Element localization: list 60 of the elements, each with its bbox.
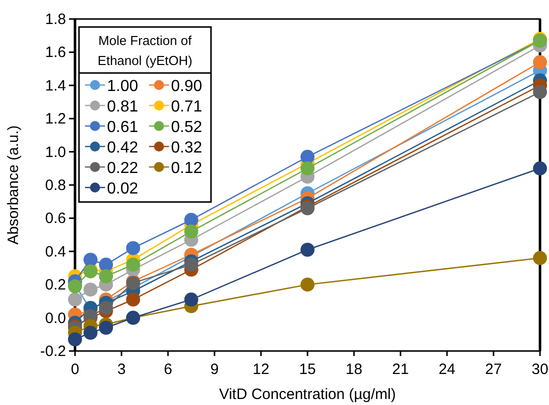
x-tick-label: 27	[485, 361, 502, 378]
legend-label: 0.71	[171, 98, 202, 116]
y-tick-label: 1.4	[45, 77, 66, 94]
point	[84, 326, 98, 340]
x-tick-label: 30	[532, 361, 548, 378]
point	[300, 278, 314, 292]
point	[84, 252, 98, 267]
legend-title: Mole Fraction of Ethanol (yEtOH)	[98, 33, 192, 68]
x-tick-label: 21	[392, 361, 409, 378]
point	[126, 258, 140, 272]
y-tick-label: 0.2	[45, 276, 66, 294]
x-tick-label: 24	[438, 361, 456, 378]
x-tick-label: 18	[346, 361, 362, 378]
legend-label: 0.61	[107, 119, 138, 136]
legend-label: 1.00	[107, 78, 138, 95]
legend-label: 0.12	[171, 160, 202, 177]
legend-label: 0.52	[171, 119, 202, 136]
point	[184, 292, 198, 307]
y-tick-label: 1.0	[45, 144, 66, 161]
y-tick-label: -0.2	[40, 343, 66, 360]
point	[126, 241, 140, 256]
x-tick-label: 6	[164, 361, 172, 378]
legend-label: 0.42	[107, 140, 138, 156]
y-tick-label: 1.6	[45, 44, 66, 62]
point	[99, 258, 113, 272]
point	[184, 224, 198, 238]
point	[300, 150, 314, 164]
point	[84, 282, 98, 297]
y-tick-label: 1.8	[45, 11, 66, 28]
y-tick-label: 0.6	[45, 210, 66, 228]
point	[533, 85, 547, 100]
y-tick-label: 0.0	[45, 310, 66, 327]
legend-label: 0.32	[171, 140, 202, 156]
point	[126, 292, 140, 307]
x-tick-label: 12	[252, 361, 270, 378]
y-axis-title: Absorbance (a.u.)	[5, 125, 22, 245]
point	[533, 55, 547, 70]
point	[99, 300, 113, 315]
point	[184, 212, 198, 227]
x-tick-label: 0	[70, 361, 80, 378]
point	[99, 320, 113, 335]
legend-label: 0.81	[107, 98, 138, 116]
point	[99, 269, 113, 284]
x-tick-label: 9	[210, 361, 219, 378]
point	[184, 258, 198, 272]
point	[300, 161, 314, 176]
point	[68, 332, 82, 346]
x-axis-title: VitD Concentration (µg/ml)	[219, 386, 396, 403]
legend-label: 0.90	[171, 78, 202, 95]
point	[533, 251, 547, 266]
legend-label: 0.02	[107, 180, 138, 198]
point	[533, 161, 547, 176]
x-tick-label: 15	[299, 361, 316, 378]
point	[68, 292, 82, 307]
x-tick-label: 3	[117, 361, 126, 378]
y-tick-label: 1.2	[45, 110, 66, 128]
legend-label: 0.22	[107, 160, 138, 177]
y-tick-label: 0.8	[45, 177, 66, 194]
point	[300, 242, 314, 257]
y-tick-label: 0.4	[45, 243, 66, 260]
